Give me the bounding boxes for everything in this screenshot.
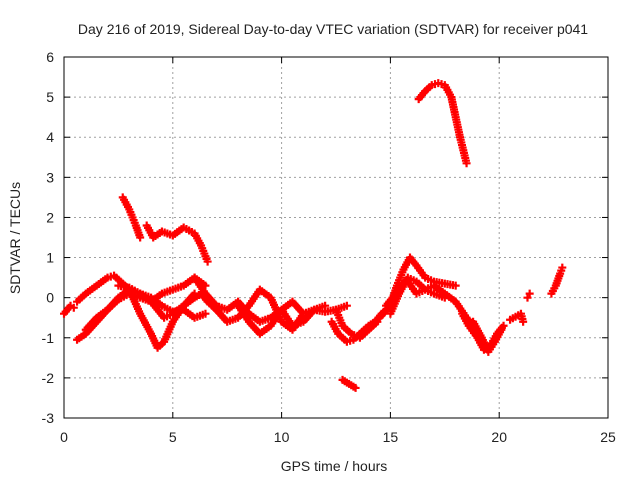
y-axis-label: SDTVAR / TECUs	[7, 182, 23, 294]
x-axis-label: GPS time / hours	[281, 458, 388, 474]
y-tick-label: 0	[46, 290, 54, 306]
data-point	[351, 383, 360, 392]
y-tick-label: 5	[46, 89, 54, 105]
plot-frame	[63, 56, 609, 419]
y-tick-label: -3	[42, 410, 55, 426]
data-point	[499, 321, 508, 330]
chart-title: Day 216 of 2019, Sidereal Day-to-day VTE…	[78, 21, 588, 37]
x-tick-label: 15	[383, 429, 399, 445]
data-point	[523, 293, 532, 302]
data-point	[203, 257, 212, 266]
data-point	[321, 301, 330, 310]
data-point	[373, 317, 382, 326]
y-tick-label: -1	[42, 330, 55, 346]
data-point	[525, 289, 534, 298]
y-tick-label: 4	[46, 129, 54, 145]
x-tick-label: 20	[491, 429, 507, 445]
data-point	[136, 233, 145, 242]
y-tick-label: 6	[46, 49, 54, 65]
data-point	[299, 309, 308, 318]
axis-ticks: 0 5 10 15 20 25 -3 -2 -1 0 1 2 3 4 5 6	[42, 49, 616, 445]
data-point	[451, 281, 460, 290]
grid	[64, 57, 608, 418]
data-point	[201, 309, 210, 318]
data-points	[60, 79, 567, 392]
data-point	[558, 263, 567, 272]
data-point	[497, 325, 506, 334]
y-tick-label: 2	[46, 209, 54, 225]
y-tick-label: 1	[46, 250, 54, 266]
data-point	[69, 303, 78, 312]
x-tick-label: 0	[60, 429, 68, 445]
y-tick-label: 3	[46, 169, 54, 185]
y-tick-label: -2	[42, 370, 55, 386]
data-point	[519, 317, 528, 326]
x-tick-label: 5	[169, 429, 177, 445]
x-tick-label: 25	[600, 429, 616, 445]
data-point	[190, 289, 199, 298]
data-point	[462, 159, 471, 168]
data-point	[342, 301, 351, 310]
x-tick-label: 10	[274, 429, 290, 445]
